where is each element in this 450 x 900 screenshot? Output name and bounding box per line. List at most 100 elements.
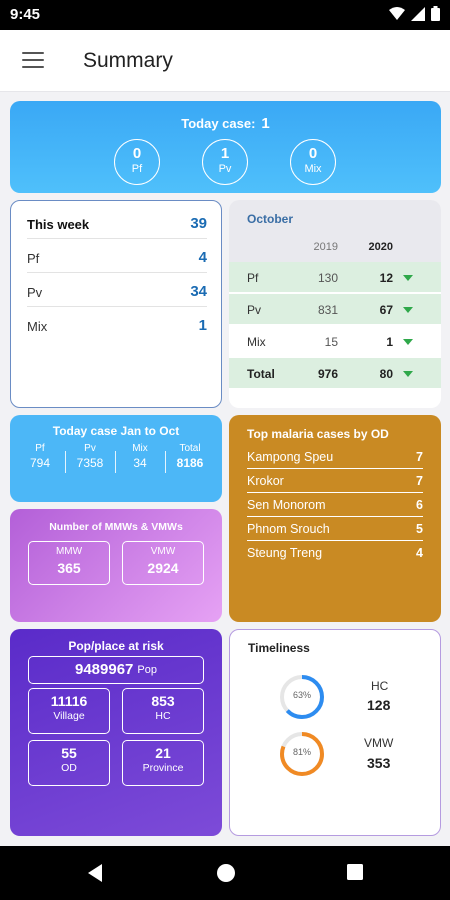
timeliness-card[interactable]: Timeliness 63% HC 128 81% VMW 353 bbox=[229, 629, 441, 836]
today-pf-circle: 0 Pf bbox=[114, 139, 160, 185]
divider bbox=[65, 451, 66, 473]
today-mix-value: 0 bbox=[308, 145, 318, 162]
od-value: 55 bbox=[61, 745, 77, 761]
jan-to-oct-title: Today case Jan to Oct bbox=[52, 424, 180, 438]
october-row-mix: Mix 15 1 bbox=[229, 326, 441, 356]
jan-to-oct-label: Mix bbox=[132, 443, 148, 454]
jan-to-oct-label: Pv bbox=[84, 443, 96, 454]
jan-to-oct-label: Total bbox=[179, 443, 201, 454]
od-name: Steung Treng bbox=[247, 546, 323, 560]
navigation-bar bbox=[0, 846, 450, 900]
province-label: Province bbox=[142, 762, 184, 774]
october-row-curr: 67 bbox=[379, 303, 393, 317]
today-case-value: 1 bbox=[261, 115, 270, 132]
od-count: 4 bbox=[416, 546, 423, 560]
timeliness-hc-label: HC bbox=[371, 679, 389, 693]
province-value: 21 bbox=[155, 745, 171, 761]
jan-to-oct-card[interactable]: Today case Jan to Oct Pf 794 Pv 7358 Mix… bbox=[10, 415, 222, 502]
list-item: Kampong Speu 7 bbox=[247, 445, 423, 469]
menu-icon[interactable] bbox=[22, 52, 44, 68]
timeliness-vmw-value: 353 bbox=[367, 755, 391, 771]
week-total: 39 bbox=[190, 215, 207, 232]
week-row-label: Mix bbox=[27, 319, 48, 334]
today-pf-label: Pf bbox=[131, 163, 143, 175]
status-time: 9:45 bbox=[10, 6, 41, 23]
recents-icon[interactable] bbox=[346, 863, 364, 881]
october-row-label: Pf bbox=[247, 271, 259, 285]
october-row-label: Mix bbox=[247, 335, 266, 349]
october-card[interactable]: October 2019 2020 Pf 130 12 Pv 831 67 Mi… bbox=[229, 200, 441, 408]
week-row-label: Pv bbox=[27, 285, 43, 300]
village-box: 11116 Village bbox=[28, 688, 110, 734]
back-icon[interactable] bbox=[86, 863, 104, 883]
october-header bbox=[229, 200, 441, 264]
week-row-value: 34 bbox=[190, 283, 207, 300]
vmw-progress-ring: 81% bbox=[277, 729, 327, 779]
pop-label: Pop bbox=[137, 664, 157, 676]
october-year-prev: 2019 bbox=[313, 241, 338, 253]
od-count: 5 bbox=[416, 522, 423, 536]
october-row-curr: 80 bbox=[379, 367, 393, 381]
list-item: Phnom Srouch 5 bbox=[247, 517, 423, 541]
today-mix-circle: 0 Mix bbox=[290, 139, 336, 185]
list-item: Steung Treng 4 bbox=[247, 541, 423, 565]
october-row-curr: 12 bbox=[379, 271, 393, 285]
october-title: October bbox=[247, 212, 294, 226]
october-row-label: Total bbox=[247, 367, 275, 381]
trend-down-icon bbox=[403, 275, 413, 281]
hc-label: HC bbox=[155, 710, 171, 722]
trend-down-icon bbox=[403, 307, 413, 313]
od-count: 7 bbox=[416, 450, 423, 464]
week-row-label: Pf bbox=[27, 251, 40, 266]
mmw-vmw-card[interactable]: Number of MMWs & VMWs MMW 365 VMW 2924 bbox=[10, 509, 222, 622]
page-title: Summary bbox=[83, 49, 173, 72]
vmw-box: VMW 2924 bbox=[122, 541, 204, 585]
vmw-label: VMW bbox=[150, 546, 176, 557]
pop-at-risk-card[interactable]: Pop/place at risk 9489967 Pop 11116 Villa… bbox=[10, 629, 222, 836]
app-bar: Summary bbox=[0, 30, 450, 92]
october-year-curr: 2020 bbox=[368, 241, 393, 253]
jan-to-oct-pv: Pv 7358 bbox=[65, 443, 115, 470]
october-row-prev: 130 bbox=[317, 271, 338, 285]
today-pv-label: Pv bbox=[218, 163, 232, 175]
mmw-label: MMW bbox=[55, 546, 83, 557]
week-row-value: 4 bbox=[198, 249, 207, 266]
province-box: 21 Province bbox=[122, 740, 204, 786]
today-pf-value: 0 bbox=[132, 145, 142, 162]
this-week-card[interactable]: This week 39 Pf 4 Pv 34 Mix 1 bbox=[10, 200, 222, 408]
jan-to-oct-label: Pf bbox=[35, 443, 45, 454]
od-name: Phnom Srouch bbox=[247, 522, 330, 536]
pop-at-risk-title: Pop/place at risk bbox=[68, 639, 164, 653]
jan-to-oct-mix: Mix 34 bbox=[115, 443, 165, 470]
home-icon[interactable] bbox=[216, 863, 236, 883]
od-count: 6 bbox=[416, 498, 423, 512]
week-header-row: This week 39 bbox=[27, 205, 207, 239]
status-icons bbox=[389, 6, 440, 21]
top-od-card[interactable]: Top malaria cases by OD Kampong Speu 7 K… bbox=[229, 415, 441, 622]
mmw-vmw-title: Number of MMWs & VMWs bbox=[49, 521, 183, 533]
status-bar: 9:45 bbox=[0, 0, 450, 30]
week-row-pv: Pv 34 bbox=[27, 273, 207, 307]
october-row-prev: 831 bbox=[317, 303, 338, 317]
village-value: 11116 bbox=[50, 693, 88, 709]
jan-to-oct-total: Total 8186 bbox=[165, 443, 215, 470]
od-label: OD bbox=[61, 762, 77, 774]
october-row-pf: Pf 130 12 bbox=[229, 262, 441, 292]
list-item: Sen Monorom 6 bbox=[247, 493, 423, 517]
today-case-card[interactable]: Today case: 1 0 Pf 1 Pv 0 Mix bbox=[10, 101, 441, 193]
top-od-title: Top malaria cases by OD bbox=[247, 427, 389, 441]
od-name: Kampong Speu bbox=[247, 450, 334, 464]
jan-to-oct-value: 34 bbox=[133, 456, 147, 470]
vmw-percent: 81% bbox=[292, 747, 311, 757]
october-row-total: Total 976 80 bbox=[229, 358, 441, 388]
od-name: Krokor bbox=[247, 474, 284, 488]
october-row-prev: 15 bbox=[324, 335, 338, 349]
today-pv-value: 1 bbox=[220, 145, 230, 162]
list-item: Krokor 7 bbox=[247, 469, 423, 493]
timeliness-hc-value: 128 bbox=[367, 697, 391, 713]
jan-to-oct-pf: Pf 794 bbox=[15, 443, 65, 470]
jan-to-oct-value: 794 bbox=[29, 456, 51, 470]
october-row-label: Pv bbox=[247, 303, 262, 317]
mmw-value: 365 bbox=[57, 560, 81, 576]
october-row-prev: 976 bbox=[317, 367, 338, 381]
